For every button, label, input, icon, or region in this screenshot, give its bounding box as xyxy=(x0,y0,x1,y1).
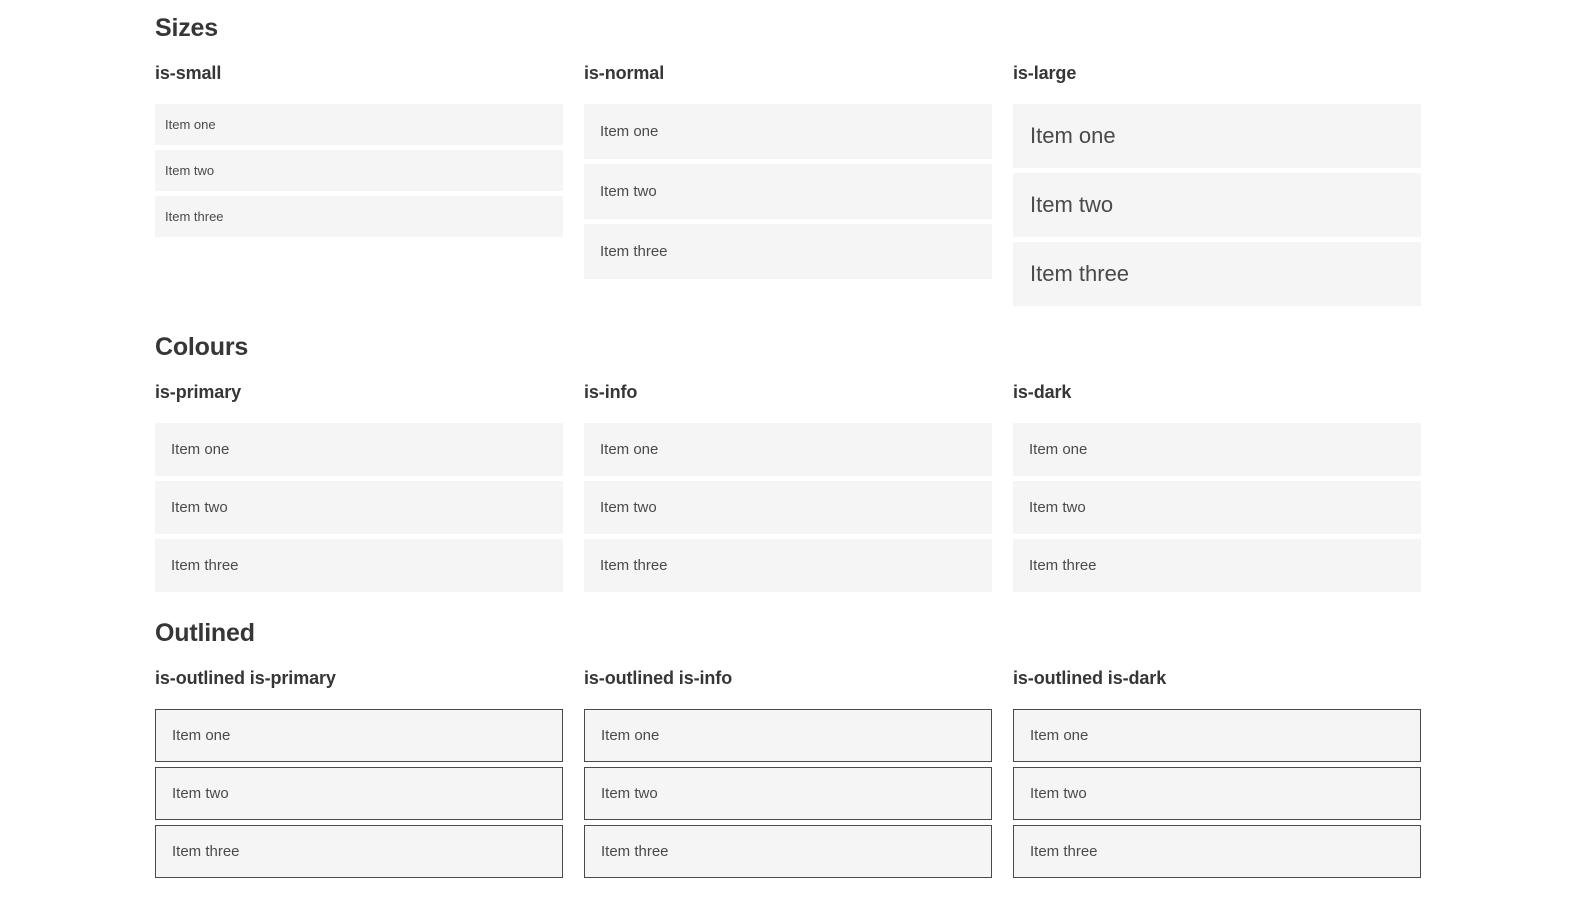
section-title: Outlined xyxy=(155,619,255,647)
list-item: Item one xyxy=(155,709,563,762)
list-item: Item one xyxy=(584,104,992,159)
list-item: Item two xyxy=(1013,173,1421,237)
list-item: Item two xyxy=(584,164,992,219)
list-item: Item three xyxy=(584,825,992,878)
list-item: Item two xyxy=(155,150,563,191)
list-item: Item three xyxy=(155,196,563,237)
list-item: Item three xyxy=(584,224,992,279)
column-label: is-outlined is-dark xyxy=(1013,668,1167,688)
block-list-is-primary: Item one Item two Item three xyxy=(155,423,563,592)
list-item: Item three xyxy=(584,539,992,592)
list-item: Item one xyxy=(155,423,563,476)
block-list-is-info: Item one Item two Item three xyxy=(584,423,992,592)
column-is-outlined-is-dark: is-outlined is-dark Item one Item two It… xyxy=(1013,668,1421,883)
column-is-small: is-small Item one Item two Item three xyxy=(155,63,563,311)
column-label: is-primary xyxy=(155,382,242,402)
list-item: Item three xyxy=(1013,539,1421,592)
section-title: Sizes xyxy=(155,14,218,42)
section-sizes: Sizes is-small Item one Item two Item th… xyxy=(155,14,1595,311)
list-item: Item one xyxy=(1013,104,1421,168)
section-outlined: Outlined is-outlined is-primary Item one… xyxy=(155,619,1595,883)
column-is-dark: is-dark Item one Item two Item three xyxy=(1013,382,1421,597)
column-label: is-large xyxy=(1013,63,1077,83)
section-title: Colours xyxy=(155,333,249,361)
column-is-outlined-is-primary: is-outlined is-primary Item one Item two… xyxy=(155,668,563,883)
list-item: Item three xyxy=(1013,242,1421,306)
block-list-is-outlined-is-info: Item one Item two Item three xyxy=(584,709,992,878)
list-item: Item three xyxy=(155,539,563,592)
column-label: is-outlined is-info xyxy=(584,668,733,688)
column-label: is-outlined is-primary xyxy=(155,668,336,688)
section-grid: is-small Item one Item two Item three is… xyxy=(155,63,1595,311)
block-list-is-small: Item one Item two Item three xyxy=(155,104,563,237)
list-item: Item two xyxy=(155,481,563,534)
column-label: is-dark xyxy=(1013,382,1072,402)
column-label: is-small xyxy=(155,63,222,83)
list-item: Item one xyxy=(1013,709,1421,762)
list-item: Item two xyxy=(1013,767,1421,820)
list-item: Item one xyxy=(1013,423,1421,476)
column-label: is-normal xyxy=(584,63,665,83)
list-item: Item one xyxy=(155,104,563,145)
list-item: Item two xyxy=(584,767,992,820)
column-is-primary: is-primary Item one Item two Item three xyxy=(155,382,563,597)
block-list-is-large: Item one Item two Item three xyxy=(1013,104,1421,306)
list-item: Item two xyxy=(155,767,563,820)
column-is-normal: is-normal Item one Item two Item three xyxy=(584,63,992,311)
section-grid: is-primary Item one Item two Item three … xyxy=(155,382,1595,597)
list-item: Item one xyxy=(584,709,992,762)
list-item: Item two xyxy=(584,481,992,534)
section-grid: is-outlined is-primary Item one Item two… xyxy=(155,668,1595,883)
column-is-outlined-is-info: is-outlined is-info Item one Item two It… xyxy=(584,668,992,883)
column-label: is-info xyxy=(584,382,638,402)
column-is-info: is-info Item one Item two Item three xyxy=(584,382,992,597)
list-item: Item three xyxy=(1013,825,1421,878)
section-colours: Colours is-primary Item one Item two Ite… xyxy=(155,333,1595,597)
block-list-is-dark: Item one Item two Item three xyxy=(1013,423,1421,592)
list-item: Item two xyxy=(1013,481,1421,534)
column-is-large: is-large Item one Item two Item three xyxy=(1013,63,1421,311)
block-list-is-normal: Item one Item two Item three xyxy=(584,104,992,279)
block-list-is-outlined-is-dark: Item one Item two Item three xyxy=(1013,709,1421,878)
list-item: Item one xyxy=(584,423,992,476)
block-list-is-outlined-is-primary: Item one Item two Item three xyxy=(155,709,563,878)
list-item: Item three xyxy=(155,825,563,878)
